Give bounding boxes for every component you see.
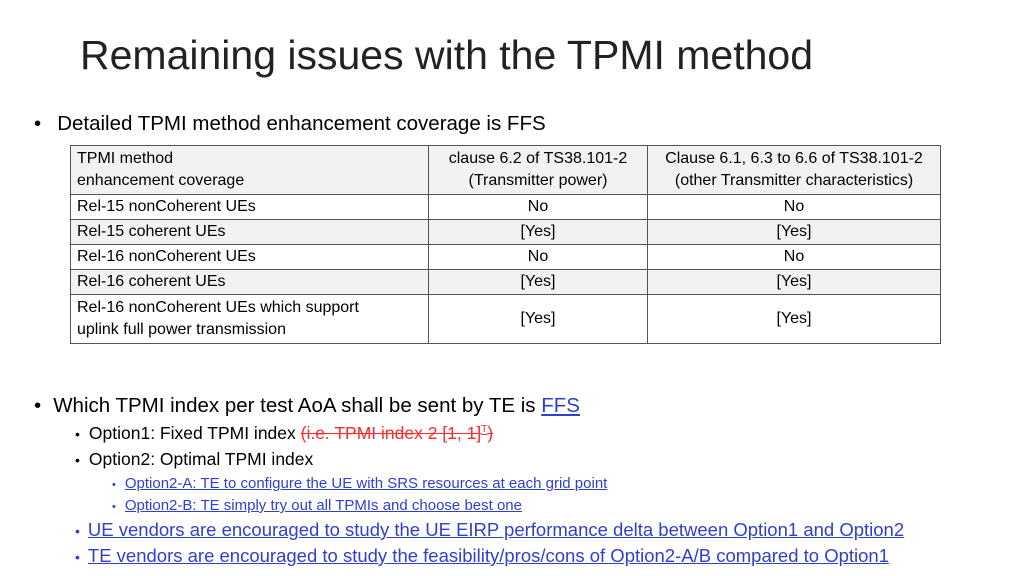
row-power-value: [Yes]	[428, 294, 648, 344]
bullet-tpmi-index: • Which TPMI index per test AoA shall be…	[34, 394, 580, 418]
header-cell-transmitter-power: clause 6.2 of TS38.101-2 (Transmitter po…	[428, 145, 648, 195]
bullet-coverage-text: Detailed TPMI method enhancement coverag…	[57, 112, 546, 135]
row-label: Rel-16 coherent UEs	[70, 269, 429, 295]
row-other-value: [Yes]	[647, 294, 941, 344]
option2a-item: • Option2-A: TE to configure the UE with…	[112, 475, 607, 492]
row-power-value: [Yes]	[428, 219, 648, 245]
option2-text: Option2: Optimal TPMI index	[88, 449, 314, 469]
row-other-value: No	[647, 194, 941, 220]
header-text: (other Transmitter characteristics)	[674, 172, 914, 189]
bullet-dot: •	[75, 549, 80, 565]
option1-struck-text: (i.e. TPMI index 2 [1, 1]T)	[301, 423, 494, 443]
option1-struck-main: (i.e. TPMI index 2 [1, 1]	[300, 423, 482, 443]
option1-struck-end: )	[487, 423, 494, 443]
row-other-value: [Yes]	[647, 269, 941, 295]
te-vendors-note: • TE vendors are encouraged to study the…	[75, 545, 889, 567]
table-row: Rel-15 coherent UEs [Yes] [Yes]	[70, 219, 941, 245]
row-label-text: uplink full power transmission	[77, 321, 286, 338]
slide-title: Remaining issues with the TPMI method	[80, 32, 814, 78]
bullet-dot: •	[34, 112, 42, 135]
bullet-dot: •	[112, 501, 116, 513]
row-label: Rel-16 nonCoherent UEs	[70, 244, 429, 270]
row-label-text: Rel-16 nonCoherent UEs which support	[77, 299, 359, 316]
row-power-value: No	[428, 194, 648, 220]
option2b-link[interactable]: Option2-B: TE simply try out all TPMIs a…	[124, 497, 522, 514]
bullet-coverage: • Detailed TPMI method enhancement cover…	[34, 112, 546, 136]
option1-text: Option1: Fixed TPMI index (i.e. TPMI ind…	[89, 423, 493, 444]
bullet-tpmi-index-text: Which TPMI index per test AoA shall be s…	[53, 394, 580, 418]
table-header-row: TPMI method enhancement coverage clause …	[70, 145, 941, 195]
bullet-dot: •	[75, 426, 80, 442]
header-text: Clause 6.1, 6.3 to 6.6 of TS38.101-2	[665, 150, 923, 167]
coverage-table: TPMI method enhancement coverage clause …	[70, 145, 941, 344]
ffs-link[interactable]: FFS	[541, 394, 580, 417]
bullet-dot: •	[75, 452, 80, 468]
table-row: Rel-15 nonCoherent UEs No No	[70, 194, 941, 220]
ue-vendors-link[interactable]: UE vendors are encouraged to study the U…	[87, 519, 905, 540]
row-label: Rel-15 coherent UEs	[70, 219, 429, 245]
option1-struck-sup: T	[481, 424, 488, 436]
bullet-dot: •	[75, 523, 80, 539]
table-row: Rel-16 coherent UEs [Yes] [Yes]	[70, 269, 941, 295]
header-text: clause 6.2 of TS38.101-2	[448, 150, 628, 167]
header-text: enhancement coverage	[77, 172, 245, 189]
te-vendors-link[interactable]: TE vendors are encouraged to study the f…	[87, 545, 889, 566]
header-text: (Transmitter power)	[468, 172, 608, 189]
header-cell-other-characteristics: Clause 6.1, 6.3 to 6.6 of TS38.101-2 (ot…	[647, 145, 941, 195]
header-cell-coverage: TPMI method enhancement coverage	[70, 145, 429, 195]
table-row: Rel-16 nonCoherent UEs which support upl…	[70, 294, 941, 344]
ue-vendors-note: • UE vendors are encouraged to study the…	[75, 519, 904, 541]
row-power-value: [Yes]	[428, 269, 648, 295]
row-label: Rel-15 nonCoherent UEs	[70, 194, 429, 220]
row-power-value: No	[428, 244, 648, 270]
option2a-link[interactable]: Option2-A: TE to configure the UE with S…	[124, 475, 608, 492]
option2-item: • Option2: Optimal TPMI index	[75, 449, 313, 470]
option1-item: • Option1: Fixed TPMI index (i.e. TPMI i…	[75, 423, 493, 444]
bullet-tpmi-index-label: Which TPMI index per test AoA shall be s…	[53, 394, 542, 417]
bullet-dot: •	[112, 479, 116, 491]
row-other-value: [Yes]	[647, 219, 941, 245]
option2b-item: • Option2-B: TE simply try out all TPMIs…	[112, 497, 522, 514]
option1-label: Option1: Fixed TPMI index	[88, 423, 301, 443]
bullet-dot: •	[34, 394, 42, 417]
row-label: Rel-16 nonCoherent UEs which support upl…	[70, 294, 429, 344]
row-other-value: No	[647, 244, 941, 270]
table-row: Rel-16 nonCoherent UEs No No	[70, 244, 941, 270]
header-text: TPMI method	[77, 150, 174, 167]
